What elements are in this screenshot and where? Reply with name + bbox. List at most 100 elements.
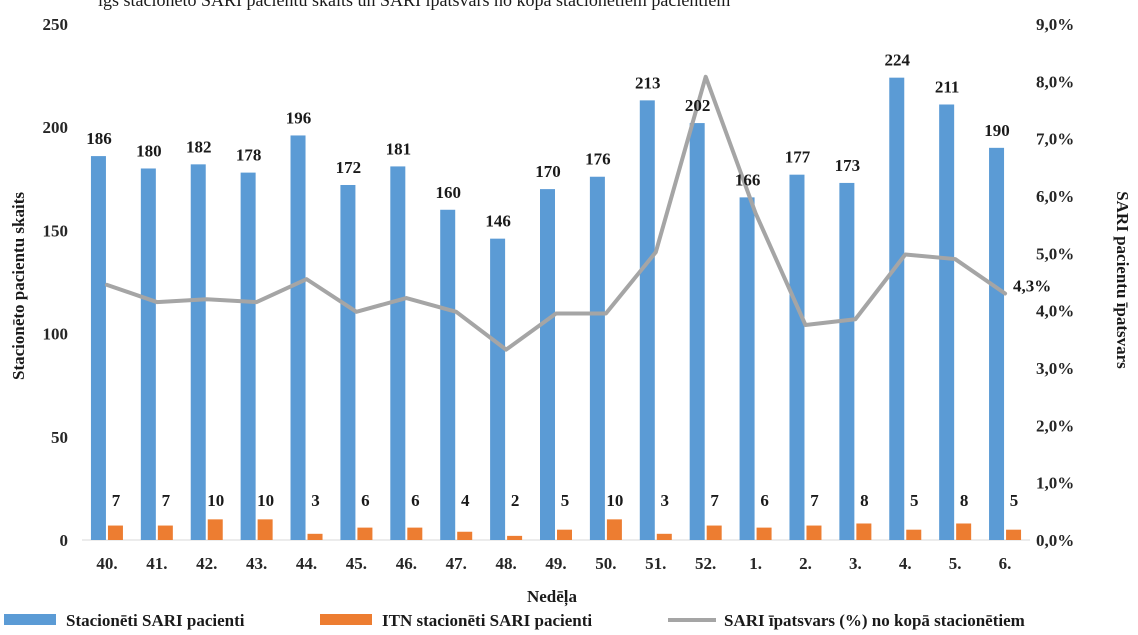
data-label-itn: 5: [910, 491, 919, 510]
data-label-sari: 172: [336, 158, 362, 177]
x-tick-label: 47.: [446, 554, 467, 573]
y2-axis-ticks: 0,0% 1,0% 2,0% 3,0% 4,0% 5,0% 6,0% 7,0% 8,0% 9,0%: [1036, 15, 1074, 550]
bar-sari: [290, 135, 306, 540]
bar-sari: [390, 166, 406, 540]
x-tick-label: 52.: [695, 554, 716, 573]
bar-sari: [639, 100, 655, 541]
legend: Stacionēti SARI pacienti ITN stacionēti S…: [4, 611, 1025, 630]
bar-itn: [507, 535, 523, 540]
bar-sari: [190, 164, 206, 541]
data-label-sari: 160: [435, 183, 461, 202]
y-tick-label: 100: [43, 325, 69, 344]
x-tick-label: 40.: [96, 554, 117, 573]
y-axis-title: Stacionēto pacientu skaits: [9, 192, 28, 380]
data-label-sari: 190: [984, 121, 1010, 140]
legend-label: ITN stacionēti SARI pacienti: [382, 611, 592, 630]
data-label-sari: 202: [685, 96, 711, 115]
line-sari-share: [104, 74, 1008, 352]
data-label-itn: 2: [511, 491, 520, 510]
legend-item: Stacionēti SARI pacienti: [4, 611, 245, 630]
x-tick-label: 42.: [196, 554, 217, 573]
y-axis-ticks: 0 50 100 150 200 250: [43, 15, 69, 550]
bar-itn: [606, 519, 622, 540]
bars: [90, 77, 1022, 541]
data-label-itn: 7: [810, 491, 819, 510]
bar-itn: [906, 529, 922, 540]
bar-itn: [207, 519, 223, 540]
bar-sari: [90, 156, 106, 540]
chart-title: igs stacionēto SARI pacientu skaits un S…: [98, 0, 730, 10]
data-label-sari: 173: [835, 156, 861, 175]
data-labels: 186 7 180 7 182 10 178 10 196 3 172 6 181 6 160 4 146 2 17…: [86, 51, 1051, 510]
bar-itn: [457, 531, 473, 540]
x-tick-label: 44.: [296, 554, 317, 573]
data-label-itn: 5: [1010, 491, 1019, 510]
bar-itn: [656, 533, 672, 540]
y2-tick-label: 0,0%: [1036, 531, 1074, 550]
bar-sari: [839, 182, 855, 541]
legend-label: Stacionēti SARI pacienti: [66, 611, 245, 630]
x-axis-ticks: 40. 41. 42. 43. 44. 45. 46. 47. 48. 49. 50. 51. 52. 1…: [96, 554, 1011, 573]
line-series: [104, 74, 1008, 352]
y-tick-label: 0: [60, 531, 69, 550]
y2-tick-label: 4,0%: [1036, 302, 1074, 321]
y2-tick-label: 5,0%: [1036, 244, 1074, 263]
y2-tick-label: 7,0%: [1036, 130, 1074, 149]
data-label-itn: 4: [461, 491, 470, 510]
y-tick-label: 150: [43, 221, 69, 240]
data-label-sari: 181: [386, 139, 412, 158]
bar-sari: [739, 197, 755, 540]
data-label-itn: 6: [760, 491, 769, 510]
data-label-itn: 7: [112, 491, 121, 510]
legend-item: ITN stacionēti SARI pacienti: [320, 611, 592, 630]
y2-tick-label: 3,0%: [1036, 359, 1074, 378]
bar-sari: [240, 172, 256, 540]
bar-itn: [357, 527, 373, 540]
bar-sari: [490, 238, 506, 540]
bar-sari: [989, 147, 1005, 540]
legend-item: SARI īpatsvars (%) no kopā stacionētiem: [668, 611, 1025, 630]
y2-tick-label: 1,0%: [1036, 474, 1074, 493]
bar-itn: [1006, 529, 1022, 540]
data-label-itn: 7: [710, 491, 719, 510]
data-label-sari: 186: [86, 129, 112, 148]
data-label-itn: 3: [661, 491, 670, 510]
data-label-sari: 166: [735, 170, 761, 189]
bar-itn: [307, 533, 323, 540]
x-tick-label: 2.: [799, 554, 812, 573]
data-label-itn: 8: [960, 491, 969, 510]
bar-sari: [939, 104, 955, 540]
data-label-itn: 8: [860, 491, 869, 510]
y2-tick-label: 6,0%: [1036, 187, 1074, 206]
legend-label: SARI īpatsvars (%) no kopā stacionētiem: [724, 611, 1025, 630]
y2-tick-label: 8,0%: [1036, 72, 1074, 91]
x-tick-label: 48.: [495, 554, 516, 573]
bar-itn: [557, 529, 572, 540]
data-label-sari: 170: [535, 162, 561, 181]
y-tick-label: 50: [51, 428, 68, 447]
x-tick-label: 45.: [346, 554, 367, 573]
bar-sari: [589, 176, 605, 540]
bar-sari: [540, 189, 555, 540]
bar-itn: [756, 527, 772, 540]
data-label-sari: 224: [885, 51, 911, 70]
y-tick-label: 200: [43, 118, 69, 137]
x-tick-label: 51.: [645, 554, 666, 573]
data-label-sari: 178: [236, 146, 262, 165]
x-tick-label: 49.: [545, 554, 566, 573]
bar-itn: [806, 525, 822, 540]
bar-itn: [706, 525, 722, 540]
data-label-sari: 213: [635, 73, 661, 92]
data-label-sari: 180: [136, 141, 162, 160]
bar-itn: [257, 519, 273, 540]
bar-sari: [340, 184, 356, 540]
y2-tick-label: 2,0%: [1036, 416, 1074, 435]
data-label-sari: 196: [286, 108, 312, 127]
data-label-itn: 5: [561, 491, 570, 510]
bar-sari: [140, 168, 156, 541]
x-tick-label: 46.: [396, 554, 417, 573]
bar-itn: [956, 523, 972, 540]
data-label-sari: 146: [485, 212, 511, 231]
x-tick-label: 41.: [146, 554, 167, 573]
